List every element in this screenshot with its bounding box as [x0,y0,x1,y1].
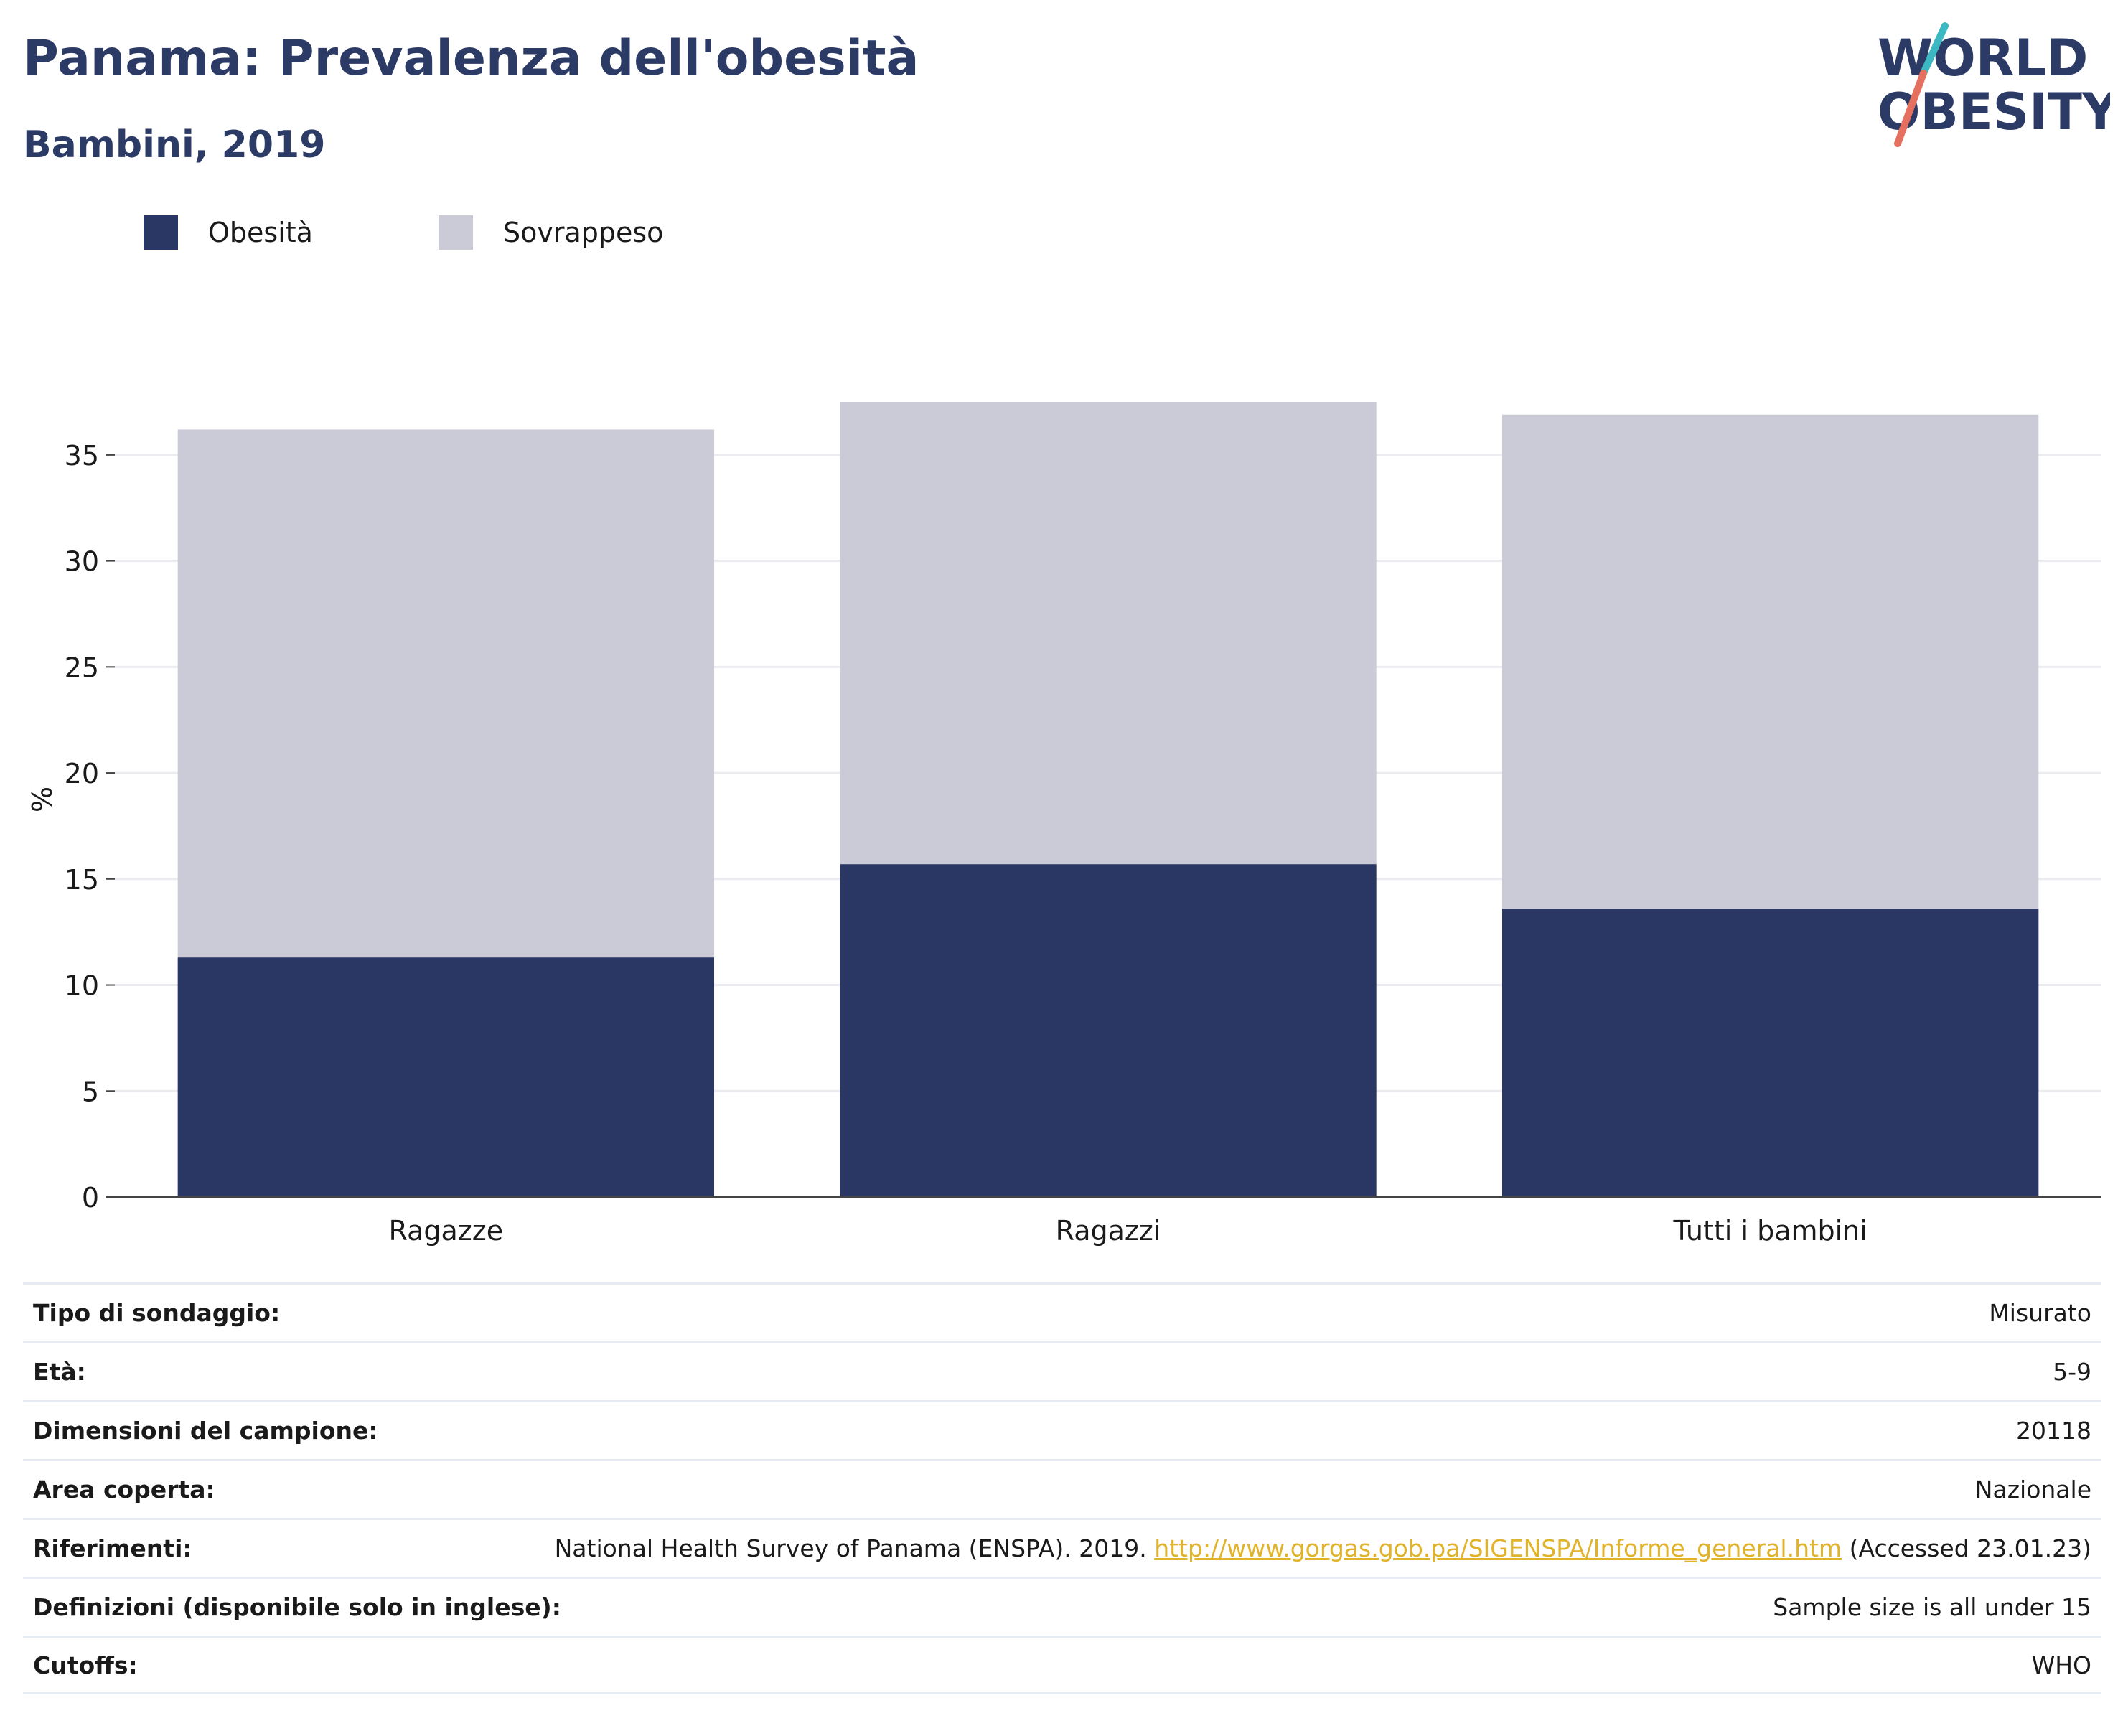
y-tick-label: 0 [82,1182,99,1214]
legend-swatch-obesity [144,215,178,250]
legend-item-overweight[interactable]: Sovrappeso [439,212,663,253]
info-row-area: Area coperta: Nazionale [23,1459,2101,1518]
info-value: 5-9 [2053,1358,2091,1386]
logo-text-world: WORLD [1878,29,2088,88]
info-row-age: Età: 5-9 [23,1341,2101,1400]
legend-swatch-overweight [439,215,473,250]
info-row-sample-size: Dimensioni del campione: 20118 [23,1400,2101,1459]
y-tick-label: 5 [82,1076,99,1107]
y-tick-label: 10 [65,970,99,1002]
world-obesity-logo: WORLD OBESITY [1878,22,2110,147]
info-value-references: National Health Survey of Panama (ENSPA)… [555,1534,2091,1562]
legend-label-overweight: Sovrappeso [503,217,664,248]
bar-obesity-0 [177,957,715,1197]
info-value: Nazionale [1974,1475,2091,1503]
reference-text: National Health Survey of Panama (ENSPA)… [554,1534,1155,1562]
info-row-references: Riferimenti: National Health Survey of P… [23,1518,2101,1577]
info-value: Sample size is all under 15 [1773,1593,2091,1621]
y-tick-label: 20 [65,758,99,789]
x-tick-label: Ragazze [389,1215,504,1247]
survey-info-table: Tipo di sondaggio: Misurato Età: 5-9 Dim… [23,1282,2101,1694]
info-row-survey-type: Tipo di sondaggio: Misurato [23,1282,2101,1341]
y-tick-label: 25 [65,652,99,683]
bar-obesity-2 [1501,909,2039,1197]
info-label: Riferimenti: [33,1534,192,1562]
logo-slash-coral [1894,70,1927,147]
stacked-bar-chart: 0 5 10 15 20 25 30 35% Ragazze Ragazzi Tutti i bam… [27,402,2101,1247]
info-label: Cutoffs: [33,1651,138,1679]
y-tick-label: 30 [65,546,99,578]
y-tick-label: 15 [65,864,99,896]
info-label: Definizioni (disponibile solo in inglese… [33,1593,561,1621]
reference-accessed: (Accessed 23.01.23) [1842,1534,2091,1562]
bar-overweight-1 [840,402,1377,865]
legend-item-obesity[interactable]: Obesità [144,212,313,253]
reference-link[interactable]: http://www.gorgas.gob.pa/SIGENSPA/Inform… [1154,1534,1842,1562]
info-value: Misurato [1989,1299,2091,1327]
info-row-cutoffs: Cutoffs: WHO [23,1636,2101,1694]
bar-overweight-2 [1501,414,2039,909]
info-label: Dimensioni del campione: [33,1417,378,1445]
page-subtitle: Bambini, 2019 [23,123,326,166]
info-value: 20118 [2016,1417,2091,1445]
x-tick-label: Tutti i bambini [1672,1215,1867,1247]
info-value: WHO [2031,1651,2091,1679]
logo-slash-teal [1920,22,1949,77]
legend-label-obesity: Obesità [208,217,313,248]
info-row-definitions: Definizioni (disponibile solo in inglese… [23,1577,2101,1636]
y-tick-label: 35 [65,440,99,471]
y-axis-label: % [27,787,58,812]
bar-overweight-0 [177,429,715,958]
bar-obesity-1 [840,864,1377,1197]
info-label: Età: [33,1358,86,1386]
x-tick-label: Ragazzi [1056,1215,1161,1247]
page-title: Panama: Prevalenza dell'obesità [23,30,919,87]
info-label: Tipo di sondaggio: [33,1299,281,1327]
info-label: Area coperta: [33,1475,215,1503]
